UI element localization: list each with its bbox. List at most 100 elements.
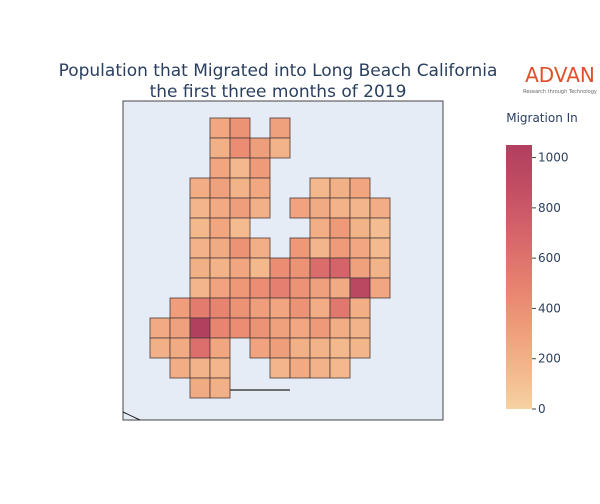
- colorbar-tick-label: 600: [538, 251, 561, 265]
- region: [249, 177, 271, 199]
- region: [309, 297, 331, 319]
- region: [369, 277, 391, 299]
- region: [229, 117, 251, 139]
- region: [329, 257, 351, 279]
- region: [309, 357, 331, 379]
- map-outline: [122, 411, 141, 421]
- region: [209, 337, 231, 359]
- region: [189, 197, 211, 219]
- region: [289, 197, 311, 219]
- region: [349, 337, 371, 359]
- colorbar-tick-label: 200: [538, 352, 561, 366]
- region: [269, 297, 291, 319]
- region: [269, 357, 291, 379]
- colorbar-tick-label: 1000: [538, 151, 569, 165]
- region: [329, 277, 351, 299]
- region: [329, 217, 351, 239]
- region: [229, 277, 251, 299]
- region: [209, 257, 231, 279]
- region: [289, 317, 311, 339]
- region: [209, 357, 231, 379]
- region: [269, 117, 291, 139]
- region: [229, 257, 251, 279]
- colorbar-tick-label: 800: [538, 201, 561, 215]
- region: [209, 157, 231, 179]
- region: [189, 177, 211, 199]
- region: [289, 297, 311, 319]
- region: [309, 217, 331, 239]
- region: [229, 157, 251, 179]
- region: [309, 317, 331, 339]
- region: [329, 317, 351, 339]
- region: [229, 237, 251, 259]
- region: [269, 317, 291, 339]
- region: [229, 217, 251, 239]
- region: [329, 197, 351, 219]
- region: [349, 177, 371, 199]
- region: [309, 337, 331, 359]
- regions: [149, 117, 391, 399]
- region: [349, 277, 371, 299]
- region: [249, 137, 271, 159]
- region: [309, 177, 331, 199]
- region: [289, 237, 311, 259]
- region: [229, 177, 251, 199]
- region: [329, 297, 351, 319]
- region: [329, 177, 351, 199]
- region: [209, 237, 231, 259]
- region: [209, 297, 231, 319]
- region: [209, 317, 231, 339]
- region: [209, 217, 231, 239]
- region: [249, 277, 271, 299]
- region: [189, 357, 211, 379]
- region: [269, 277, 291, 299]
- region: [249, 197, 271, 219]
- colorbar-title: Migration In: [506, 111, 578, 125]
- region: [249, 257, 271, 279]
- region: [189, 317, 211, 339]
- region: [209, 117, 231, 139]
- region: [209, 277, 231, 299]
- region: [369, 217, 391, 239]
- region: [209, 177, 231, 199]
- region: [229, 137, 251, 159]
- region: [229, 297, 251, 319]
- region: [249, 337, 271, 359]
- region: [289, 337, 311, 359]
- region: [329, 357, 351, 379]
- region: [269, 337, 291, 359]
- region: [349, 197, 371, 219]
- region: [229, 197, 251, 219]
- region: [209, 377, 231, 399]
- region: [309, 197, 331, 219]
- title-line: Population that Migrated into Long Beach…: [59, 61, 498, 81]
- region: [169, 357, 191, 379]
- region: [309, 237, 331, 259]
- region: [269, 137, 291, 159]
- region: [189, 257, 211, 279]
- region: [189, 337, 211, 359]
- region: [249, 157, 271, 179]
- region: [169, 297, 191, 319]
- colorbar: [506, 145, 532, 409]
- region: [369, 197, 391, 219]
- region: [369, 237, 391, 259]
- region: [349, 317, 371, 339]
- logo-name: ADVAN: [525, 63, 595, 87]
- region: [189, 377, 211, 399]
- region: [149, 337, 171, 359]
- title-line: the first three months of 2019: [150, 82, 407, 102]
- region: [169, 317, 191, 339]
- region: [309, 277, 331, 299]
- region: [349, 297, 371, 319]
- region: [309, 257, 331, 279]
- region: [249, 317, 271, 339]
- region: [189, 237, 211, 259]
- logo-tagline: Research through Technology: [523, 89, 597, 95]
- region: [249, 237, 271, 259]
- region: [249, 297, 271, 319]
- region: [169, 337, 191, 359]
- region: [349, 217, 371, 239]
- region: [349, 237, 371, 259]
